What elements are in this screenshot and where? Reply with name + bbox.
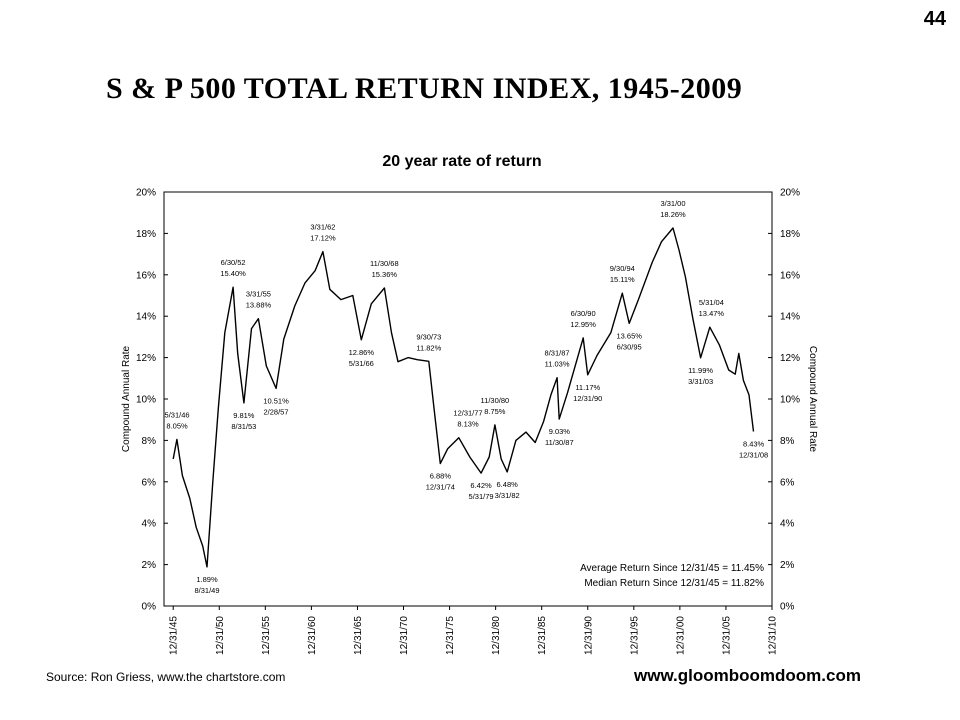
annotation-value: 10.51% bbox=[263, 396, 289, 405]
y-tick-label-right: 18% bbox=[780, 229, 800, 240]
annotation-date: 8/31/49 bbox=[194, 586, 219, 595]
annotation-date: 3/31/62 bbox=[310, 223, 335, 232]
annotation-date: 6/30/52 bbox=[221, 258, 246, 267]
annotation-value: 17.12% bbox=[310, 234, 336, 243]
chart-subtitle: 20 year rate of return bbox=[382, 153, 542, 170]
annotation-value: 12.95% bbox=[570, 320, 596, 329]
series-line bbox=[172, 227, 755, 568]
annotation-date: 8/31/87 bbox=[545, 349, 570, 358]
y-axis-label-right: Compound Annual Rate bbox=[807, 346, 818, 453]
annotation-value: 8.13% bbox=[457, 420, 479, 429]
website-link[interactable]: www.gloomboomdoom.com bbox=[634, 666, 861, 685]
y-tick-label-left: 20% bbox=[136, 188, 156, 199]
annotation-value: 6.42% bbox=[470, 481, 492, 490]
annotation-value: 13.65% bbox=[616, 331, 642, 340]
y-tick-label-left: 0% bbox=[142, 602, 157, 613]
y-tick-label-left: 6% bbox=[142, 477, 157, 488]
x-tick-label: 12/31/85 bbox=[537, 616, 548, 655]
annotation-value: 1.89% bbox=[196, 575, 218, 584]
annotation-value: 11.03% bbox=[545, 360, 570, 369]
annotation-value: 15.11% bbox=[610, 275, 635, 284]
annotation-date: 12/31/74 bbox=[426, 483, 455, 492]
y-tick-label-right: 14% bbox=[780, 312, 800, 323]
annotation-value: 6.88% bbox=[430, 472, 452, 481]
annotation-value: 12.86% bbox=[349, 348, 375, 357]
y-tick-label-right: 20% bbox=[780, 188, 800, 199]
x-tick-label: 12/31/75 bbox=[445, 616, 456, 655]
y-tick-label-left: 4% bbox=[142, 519, 157, 530]
annotation-value: 11.82% bbox=[416, 343, 441, 352]
x-tick-label: 12/31/50 bbox=[215, 616, 226, 655]
annotation-date: 11/30/87 bbox=[545, 438, 574, 447]
source-note: Source: Ron Griess, www.the chartstore.c… bbox=[46, 670, 286, 684]
annotation-date: 12/31/77 bbox=[453, 409, 482, 418]
annotation-date: 5/31/46 bbox=[165, 410, 190, 419]
x-tick-label: 12/31/10 bbox=[768, 616, 779, 655]
annotation-value: 13.88% bbox=[246, 301, 272, 310]
x-tick-label: 12/31/05 bbox=[721, 616, 732, 655]
y-tick-label-left: 14% bbox=[136, 312, 156, 323]
y-tick-label-right: 6% bbox=[780, 477, 795, 488]
annotation-value: 11.99% bbox=[688, 366, 713, 375]
annotation-value: 8.05% bbox=[166, 421, 188, 430]
annotation-date: 3/31/55 bbox=[246, 290, 271, 299]
y-tick-label-right: 10% bbox=[780, 395, 800, 406]
annotation-value: 9.03% bbox=[549, 427, 571, 436]
y-axis-label-left: Compound Annual Rate bbox=[121, 345, 132, 452]
annotation-value: 9.81% bbox=[233, 411, 255, 420]
stat-text: Median Return Since 12/31/45 = 11.82% bbox=[584, 578, 764, 589]
x-tick-label: 12/31/60 bbox=[307, 616, 318, 655]
annotation-value: 6.48% bbox=[497, 480, 519, 489]
y-tick-label-left: 2% bbox=[142, 560, 157, 571]
x-tick-label: 12/31/55 bbox=[261, 616, 272, 655]
annotation-date: 6/30/90 bbox=[571, 309, 596, 318]
x-tick-label: 12/31/65 bbox=[353, 616, 364, 655]
annotation-value: 18.26% bbox=[660, 210, 686, 219]
x-tick-label: 12/31/70 bbox=[399, 616, 410, 655]
y-tick-label-right: 8% bbox=[780, 436, 795, 447]
x-tick-label: 12/31/90 bbox=[583, 616, 594, 655]
annotation-date: 5/31/66 bbox=[349, 359, 374, 368]
annotation-value: 15.40% bbox=[220, 269, 246, 278]
annotation-date: 9/30/94 bbox=[610, 264, 635, 273]
annotation-date: 12/31/08 bbox=[739, 450, 768, 459]
annotation-date: 3/31/82 bbox=[495, 491, 520, 500]
annotation-date: 5/31/79 bbox=[469, 492, 494, 501]
y-tick-label-left: 8% bbox=[142, 436, 157, 447]
annotation-value: 15.36% bbox=[372, 270, 398, 279]
annotation-date: 6/30/95 bbox=[617, 342, 642, 351]
annotation-date: 3/31/03 bbox=[688, 377, 713, 386]
annotation-date: 8/31/53 bbox=[231, 422, 256, 431]
plot-frame bbox=[163, 191, 773, 607]
page-number: 44 bbox=[923, 8, 946, 30]
y-tick-label-right: 4% bbox=[780, 519, 795, 530]
annotation-date: 5/31/04 bbox=[699, 298, 724, 307]
y-tick-label-left: 16% bbox=[136, 270, 156, 281]
chart-title: S & P 500 TOTAL RETURN INDEX, 1945-2009 bbox=[106, 72, 743, 105]
annotation-date: 12/31/90 bbox=[573, 394, 602, 403]
annotation-date: 2/28/57 bbox=[264, 407, 289, 416]
y-tick-label-left: 10% bbox=[136, 395, 156, 406]
annotation-date: 3/31/00 bbox=[660, 199, 685, 208]
x-tick-label: 12/31/45 bbox=[169, 616, 180, 655]
x-tick-label: 12/31/95 bbox=[629, 616, 640, 655]
y-tick-label-left: 18% bbox=[136, 229, 156, 240]
annotation-value: 11.17% bbox=[575, 383, 600, 392]
y-tick-label-right: 12% bbox=[780, 353, 800, 364]
y-tick-label-left: 12% bbox=[136, 353, 156, 364]
x-tick-label: 12/31/80 bbox=[491, 616, 502, 655]
annotation-value: 8.75% bbox=[484, 407, 506, 416]
annotation-date: 11/30/80 bbox=[481, 396, 510, 405]
annotation-value: 8.43% bbox=[743, 439, 765, 448]
y-tick-label-right: 2% bbox=[780, 560, 795, 571]
y-tick-label-right: 16% bbox=[780, 270, 800, 281]
annotation-value: 13.47% bbox=[699, 309, 725, 318]
annotation-date: 11/30/68 bbox=[370, 259, 399, 268]
stat-text: Average Return Since 12/31/45 = 11.45% bbox=[580, 563, 764, 574]
x-tick-label: 12/31/00 bbox=[675, 616, 686, 655]
annotation-date: 9/30/73 bbox=[416, 332, 441, 341]
y-tick-label-right: 0% bbox=[780, 602, 795, 613]
